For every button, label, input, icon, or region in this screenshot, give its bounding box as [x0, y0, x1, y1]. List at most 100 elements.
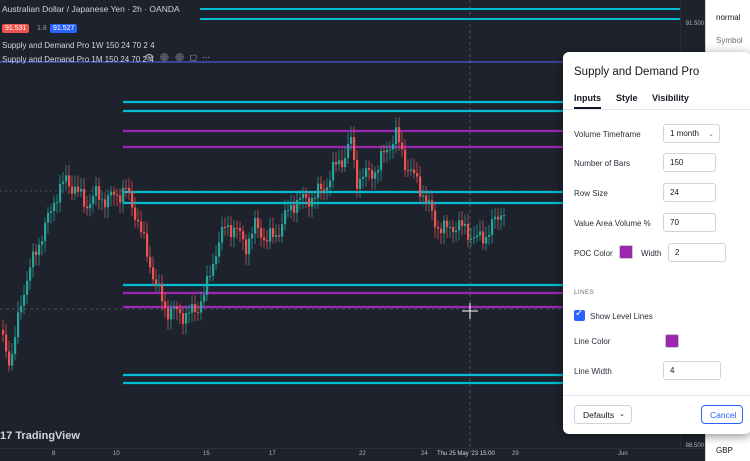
candle-body [185, 313, 188, 324]
candle-body [254, 218, 257, 234]
candle-body [110, 191, 113, 196]
candle-body [221, 227, 224, 243]
candle-body [269, 228, 272, 242]
candle-body [29, 267, 32, 281]
candle-body [200, 301, 203, 313]
bid-price[interactable]: 91.531 [2, 24, 30, 33]
candle-body [188, 312, 191, 314]
show-level-lines-checkbox[interactable] [574, 308, 585, 321]
candle-body [326, 187, 329, 191]
candle-body [455, 230, 458, 233]
candle-body [407, 170, 410, 172]
candle-body [305, 193, 308, 198]
line-color-swatch[interactable] [665, 334, 679, 348]
candle-body [140, 221, 143, 233]
candle-body [92, 195, 95, 204]
indicator-action-icons[interactable]: 👁⚙⚙▢⋯ [144, 53, 216, 62]
candle-body [434, 210, 437, 228]
time-label: 17 [269, 451, 276, 457]
tab-style[interactable]: Style [616, 93, 638, 103]
candle-body [251, 233, 254, 239]
candle-body [410, 169, 413, 171]
candle-body [125, 187, 128, 189]
candle-body [47, 212, 50, 223]
candle-body [458, 220, 461, 231]
candle-body [347, 143, 350, 159]
ask-price[interactable]: 91.527 [50, 24, 78, 33]
candle-body [440, 228, 443, 234]
candle-body [197, 311, 200, 313]
candle-body [167, 307, 170, 320]
candle-body [62, 181, 65, 184]
indicator-legend-1m[interactable]: Supply and Demand Pro 1M 150 24 70 2 4 [2, 55, 154, 64]
candle-body [353, 136, 356, 160]
tab-inputs[interactable]: Inputs [574, 93, 601, 103]
candle-body [383, 150, 386, 153]
symbol-column-header[interactable]: Symbol [716, 36, 743, 45]
candle-body [122, 187, 125, 203]
candle-body [164, 301, 167, 308]
indicator-legend-1w[interactable]: Supply and Demand Pro 1W 150 24 70 2 4 [2, 41, 155, 50]
candle-body [392, 144, 395, 150]
side-panel-top-label[interactable]: normal [716, 13, 741, 22]
candle-body [14, 337, 17, 355]
candle-body [317, 183, 320, 198]
candle-body [65, 175, 68, 182]
candle-body [290, 204, 293, 211]
candle-body [296, 199, 299, 213]
candle-body [449, 227, 452, 229]
value-area-volume-input[interactable]: 70 [663, 213, 716, 232]
candle-body [380, 150, 383, 171]
candle-body [206, 276, 209, 295]
candle-body [170, 308, 173, 320]
time-label: Jun [618, 451, 628, 457]
candle-body [500, 215, 503, 220]
time-label: 24 [421, 451, 428, 457]
candle-body [8, 351, 11, 366]
chevron-down-icon: ⌄ [619, 411, 625, 418]
chevron-down-icon: ⌄ [708, 131, 714, 138]
show-level-lines-label[interactable]: Show Level Lines [590, 312, 653, 321]
candle-body [227, 224, 230, 228]
candle-body [95, 186, 98, 196]
candle-body [491, 219, 494, 236]
width-label: Width [641, 249, 662, 258]
candle-body [41, 241, 44, 245]
candle-body [68, 175, 71, 187]
candle-body [323, 189, 326, 191]
number-of-bars-input[interactable]: 150 [663, 153, 716, 172]
candle-body [329, 180, 332, 188]
poc-color-swatch[interactable] [619, 245, 633, 259]
candle-body [266, 240, 269, 242]
time-label: 29 [512, 451, 519, 457]
candle-body [422, 195, 425, 197]
candle-body [26, 280, 29, 295]
candle-body [179, 309, 182, 314]
candle-body [263, 237, 266, 241]
candle-body [260, 228, 263, 238]
candle-body [482, 231, 485, 244]
candle-body [53, 202, 56, 212]
indicator-settings-dialog: Supply and Demand Pro Inputs Style Visib… [563, 52, 750, 434]
candle-body [20, 305, 23, 313]
row-size-input[interactable]: 24 [663, 183, 716, 202]
line-width-input[interactable]: 4 [663, 361, 721, 380]
candle-body [230, 224, 233, 238]
candle-body [224, 227, 227, 229]
time-axis[interactable]: 8 10 15 17 22 24 Thu 25 May '23 15:00 29… [0, 448, 705, 461]
poc-color-label: POC Color [574, 249, 613, 258]
volume-timeframe-select[interactable]: 1 month ⌄ [663, 124, 720, 143]
lines-section-heading: LINES [574, 289, 595, 296]
candle-body [359, 178, 362, 189]
line-width-label: Line Width [574, 367, 612, 376]
width-input[interactable]: 2 [668, 243, 726, 262]
defaults-dropdown-button[interactable]: Defaults ⌄ [574, 405, 632, 424]
candle-body [98, 186, 101, 200]
cancel-button[interactable]: Cancel [701, 405, 743, 424]
symbol-title[interactable]: Australian Dollar / Japanese Yen · 2h · … [2, 4, 180, 14]
symbol-row-gbp[interactable]: GBP [716, 446, 733, 455]
candle-body [362, 176, 365, 179]
candle-body [152, 267, 155, 280]
candle-body [209, 275, 212, 277]
tab-visibility[interactable]: Visibility [652, 93, 689, 103]
